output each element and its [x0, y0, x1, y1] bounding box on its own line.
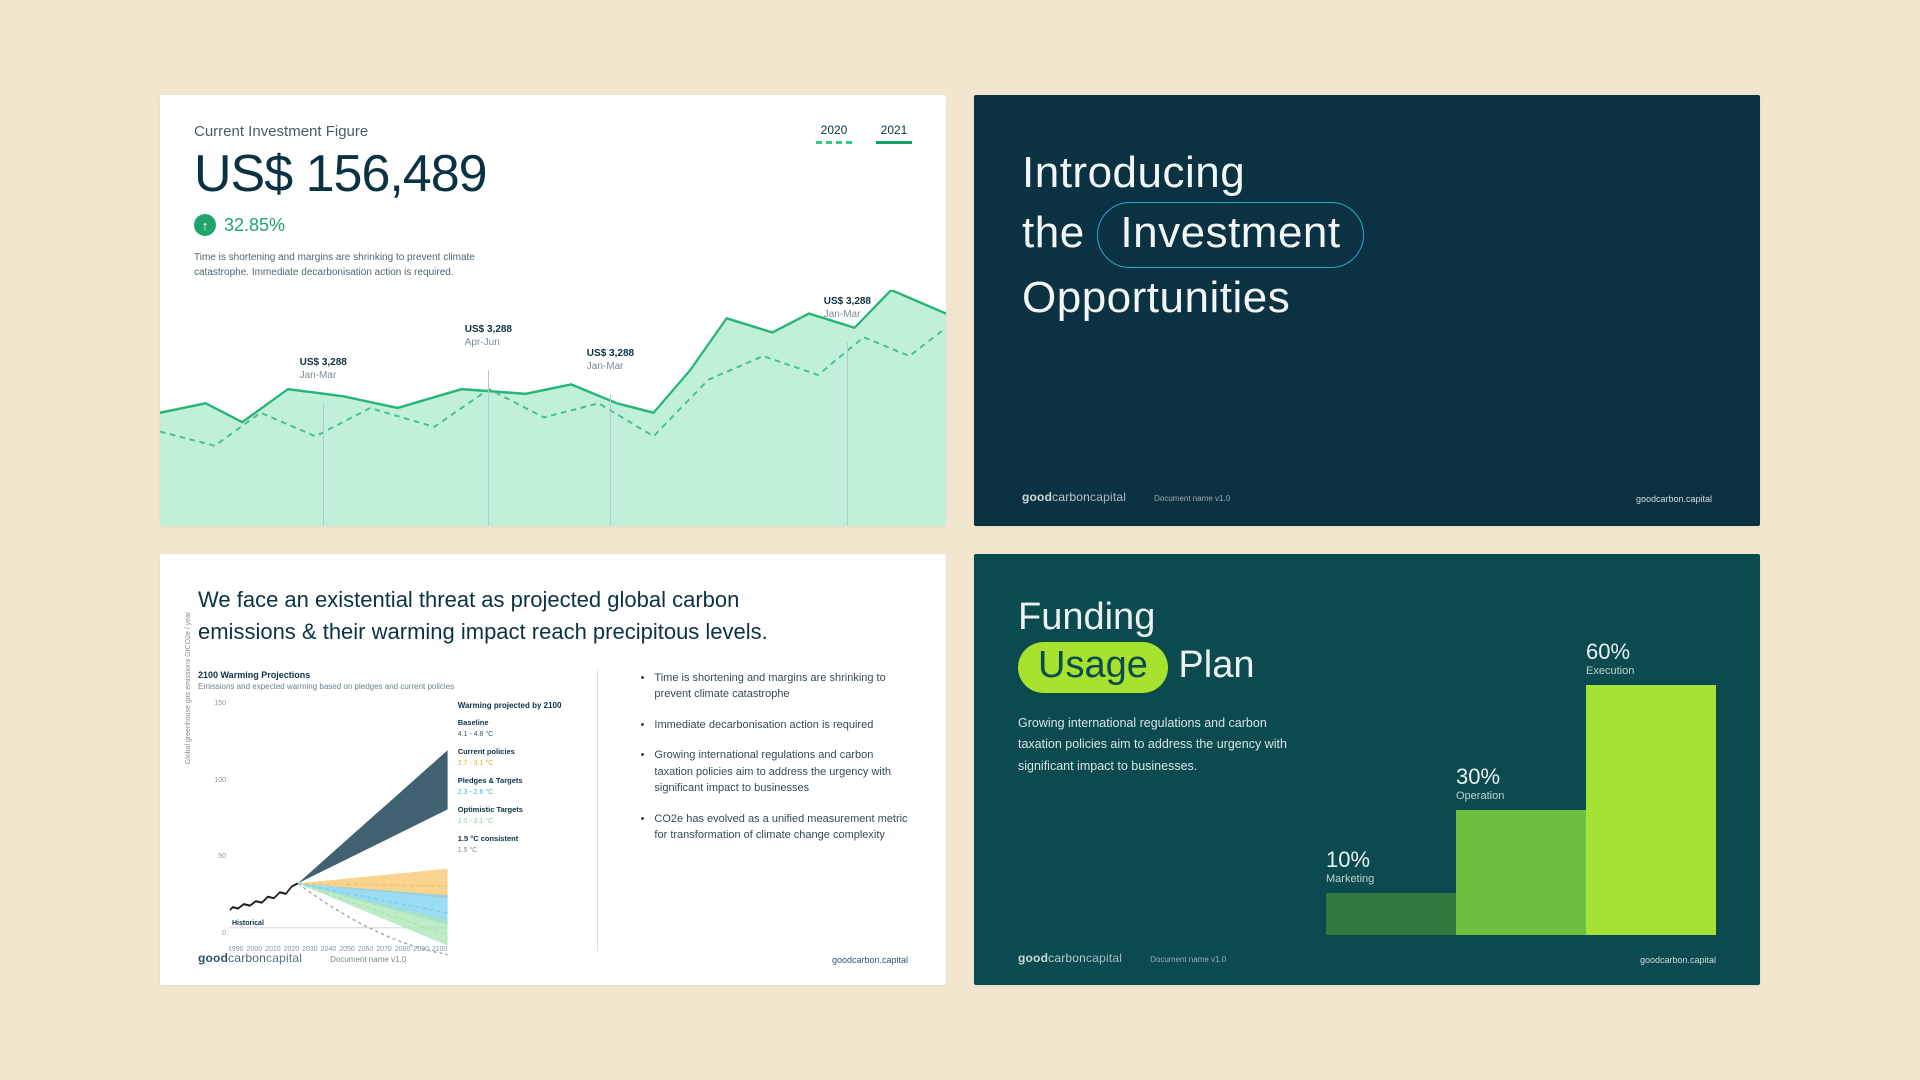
slide-investment-figure: Current Investment Figure US$ 156,489 ↑ … [160, 95, 946, 526]
investment-amount: US$ 156,489 [194, 144, 524, 204]
bar-execution: 60%Execution [1586, 685, 1716, 935]
brand-logo: goodcarboncapital [198, 951, 302, 965]
bullet-item: Immediate decarbonisation action is requ… [654, 717, 908, 734]
doc-name: Document name v1.0 [1150, 955, 1226, 964]
brand-logo: goodcarboncapital [1022, 490, 1126, 504]
slide3-headline: We face an existential threat as project… [198, 584, 838, 648]
site-label: goodcarbon.capital [1636, 494, 1712, 504]
slide3-footer: goodcarboncapital Document name v1.0 goo… [198, 951, 908, 965]
legend-2020: 2020 [816, 123, 852, 144]
legend-2021: 2021 [876, 123, 912, 144]
scenario-legend: Warming projected by 2100Baseline4.1 - 4… [458, 700, 562, 863]
slide1-legend: 2020 2021 [816, 123, 912, 144]
chart-tick [847, 342, 848, 526]
line-chart-svg [160, 290, 946, 526]
bullet-item: Growing international regulations and ca… [654, 747, 908, 797]
y-tick-labels: 150100500 [212, 700, 226, 937]
arrow-up-icon: ↑ [194, 214, 216, 236]
bullet-item: CO2e has evolved as a unified measuremen… [654, 811, 908, 844]
pill-usage: Usage [1018, 642, 1168, 694]
hero-text: Introducing the Investment Opportunities [1022, 143, 1712, 327]
chart-callout: US$ 3,288Jan-Mar [824, 295, 871, 321]
slide1-title: Current Investment Figure [194, 123, 524, 140]
chart-subtitle: Emissions and expected warming based on … [198, 682, 557, 691]
chart-tick [610, 394, 611, 526]
site-label: goodcarbon.capital [1640, 955, 1716, 965]
chart-callout: US$ 3,288Jan-Mar [587, 347, 634, 373]
slide4-footer: goodcarboncapital Document name v1.0 goo… [1018, 951, 1716, 965]
slide2-footer: goodcarboncapital Document name v1.0 goo… [1022, 490, 1712, 504]
chart-callout: US$ 3,288Apr-Jun [465, 323, 512, 349]
delta-row: ↑ 32.85% [194, 214, 524, 236]
chart-tick [488, 370, 489, 526]
vertical-divider [597, 670, 598, 951]
hero-line2: the Investment [1022, 202, 1712, 267]
bar-marketing: 10%Marketing [1326, 893, 1456, 935]
slide4-desc: Growing international regulations and ca… [1018, 713, 1308, 777]
swatch-2021 [876, 141, 912, 144]
brand-logo: goodcarboncapital [1018, 951, 1122, 965]
doc-name: Document name v1.0 [330, 955, 406, 964]
projection-chart: 2100 Warming Projections Emissions and e… [198, 670, 557, 951]
pill-investment: Investment [1097, 202, 1363, 267]
slide-funding-usage: Funding Usage Plan Growing international… [974, 554, 1760, 985]
bar-chart: 10%Marketing30%Operation60%Execution [1326, 685, 1716, 935]
swatch-2020 [816, 141, 852, 144]
chart-title: 2100 Warming Projections [198, 670, 557, 680]
chart-tick [323, 403, 324, 526]
slide1-chart: US$ 3,288Jan-Mar US$ 3,288Apr-Jun US$ 3,28… [194, 290, 912, 526]
hero-line3: Opportunities [1022, 268, 1712, 327]
bullet-list: Time is shortening and margins are shrin… [638, 670, 908, 951]
y-axis-label: Global greenhouse gas emissions GtCO2e /… [185, 612, 192, 765]
chart-callout: US$ 3,288Jan-Mar [300, 356, 347, 382]
hero-line1: Introducing [1022, 143, 1712, 202]
delta-pct: 32.85% [224, 215, 285, 236]
bar-operation: 30%Operation [1456, 810, 1586, 935]
slide-intro-opportunities: Introducing the Investment Opportunities… [974, 95, 1760, 526]
site-label: goodcarbon.capital [832, 955, 908, 965]
bullet-item: Time is shortening and margins are shrin… [654, 670, 908, 703]
doc-name: Document name v1.0 [1154, 494, 1230, 503]
slide-existential-threat: We face an existential threat as project… [160, 554, 946, 985]
historical-label: Historical [232, 920, 264, 927]
slide1-note: Time is shortening and margins are shrin… [194, 250, 524, 280]
